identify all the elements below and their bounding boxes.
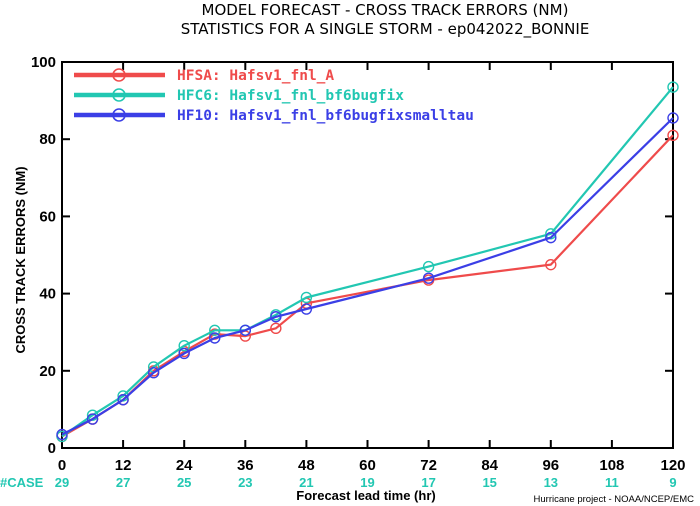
x-axis-label: Forecast lead time (hr) — [296, 488, 435, 503]
series-3-point — [270, 311, 282, 323]
case-count: 25 — [177, 475, 191, 490]
case-label: #CASE — [0, 475, 44, 490]
series-3-point — [300, 303, 313, 315]
chart-title-line-1: MODEL FORECAST - CROSS TRACK ERRORS (NM) — [202, 1, 569, 19]
y-tick-label: 40 — [39, 286, 56, 303]
case-count: 23 — [238, 475, 252, 490]
series-3-point — [117, 394, 129, 406]
y-tick-label: 100 — [31, 54, 56, 71]
x-tick-label: 0 — [58, 457, 66, 474]
series-line-3 — [61, 117, 674, 436]
y-tick-label: 0 — [48, 440, 56, 457]
series-3-point — [56, 428, 68, 441]
y-axis-label: CROSS TRACK ERRORS (NM) — [13, 166, 28, 353]
x-tick-label: 12 — [115, 457, 132, 474]
series-1-point — [270, 322, 282, 335]
x-tick-label: 96 — [542, 457, 559, 474]
case-count: 15 — [482, 475, 496, 490]
case-counts-row: #CASE 29 27 25 23 21 19 17 15 13 11 9 — [0, 475, 677, 490]
case-count: 21 — [299, 475, 313, 490]
series-line-2 — [61, 86, 674, 438]
case-count: 27 — [116, 475, 130, 490]
series-2-point — [300, 291, 313, 304]
series-line-1 — [61, 134, 674, 438]
x-tick-label: 24 — [176, 457, 193, 474]
x-axis: 0 12 24 36 48 60 72 84 96 108 120 — [58, 62, 686, 474]
series-layer — [56, 81, 679, 443]
series-2-point — [422, 260, 435, 273]
series-2-point — [209, 324, 221, 336]
x-tick-label: 36 — [237, 457, 254, 474]
y-tick-label: 60 — [39, 208, 56, 225]
series-3-point — [667, 112, 679, 124]
footer-credit: Hurricane project - NOAA/NCEP/EMC — [534, 494, 695, 505]
series-3-point — [147, 367, 160, 379]
series-2-point — [178, 340, 190, 352]
legend: HFSA: Hafsv1_fnl_A HFC6: Hafsv1_fnl_bf6bu… — [74, 68, 474, 124]
legend-label-1: HFSA: Hafsv1_fnl_A — [177, 68, 334, 84]
series-3-point — [422, 272, 435, 284]
case-count: 9 — [669, 475, 676, 490]
case-count: 17 — [421, 475, 435, 490]
case-count: 11 — [605, 475, 619, 490]
x-tick-label: 48 — [298, 457, 315, 474]
legend-label-3: HF10: Hafsv1_fnl_bf6bugfixsmalltau — [177, 108, 474, 124]
case-count: 13 — [544, 475, 558, 490]
x-tick-label: 72 — [420, 457, 437, 474]
legend-marker-1 — [112, 68, 126, 82]
y-tick-label: 80 — [39, 131, 56, 148]
case-count: 29 — [55, 475, 69, 490]
chart-title-line-2: STATISTICS FOR A SINGLE STORM - ep042022… — [181, 20, 590, 39]
series-3-point — [86, 413, 99, 425]
case-count: 19 — [360, 475, 374, 490]
x-tick-label: 60 — [359, 457, 376, 474]
series-3-point — [239, 324, 252, 336]
legend-marker-3 — [112, 108, 126, 122]
y-axis: 0 20 40 60 80 100 — [31, 54, 673, 457]
series-1-point — [667, 129, 679, 142]
series-2-point — [667, 81, 679, 93]
series-1-point — [545, 258, 557, 271]
series-3-point — [545, 231, 557, 244]
x-tick-label: 108 — [599, 457, 624, 474]
y-tick-label: 20 — [39, 363, 56, 380]
legend-label-2: HFC6: Hafsv1_fnl_bf6bugfix — [177, 88, 404, 104]
series-3-point — [209, 332, 221, 344]
x-tick-label: 84 — [481, 457, 498, 474]
x-tick-label: 120 — [660, 457, 685, 474]
series-3-point — [178, 347, 190, 360]
legend-marker-2 — [112, 88, 126, 102]
